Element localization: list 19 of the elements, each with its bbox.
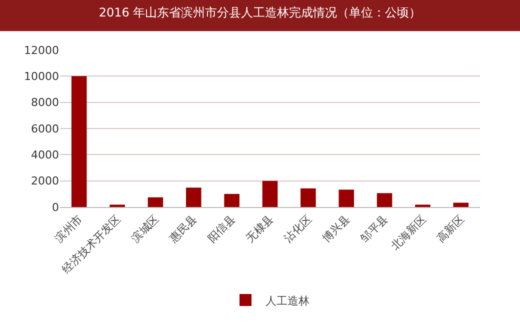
chart-title: 2016 年山东省滨州市分县人工造林完成情况（单位：公顷） — [98, 6, 422, 20]
x-tick-label: 惠民县 — [166, 212, 200, 246]
x-tick-label: 滨城区 — [128, 212, 162, 246]
x-tick-label: 北海新区 — [388, 212, 429, 253]
y-tick-label: 12000 — [24, 44, 59, 57]
x-tick-label: 博兴县 — [320, 212, 352, 246]
legend-label: 人工造林 — [266, 294, 310, 308]
y-tick-label: 4000 — [31, 148, 59, 162]
x-tick-label: 无棣县 — [243, 212, 276, 246]
y-tick-label: 0 — [52, 200, 59, 214]
y-tick-label: 10000 — [24, 70, 59, 84]
x-tick-label: 滨州市 — [52, 212, 86, 246]
x-tick-label: 沾化区 — [282, 212, 314, 246]
y-tick-label: 2000 — [31, 174, 59, 188]
y-tick-label: 8000 — [31, 96, 59, 110]
x-tick-label: 阳信县 — [205, 212, 238, 246]
x-tick-label: 高新区 — [434, 212, 467, 246]
x-tick-label: 邹平县 — [358, 212, 391, 246]
y-tick-label: 6000 — [31, 122, 59, 136]
